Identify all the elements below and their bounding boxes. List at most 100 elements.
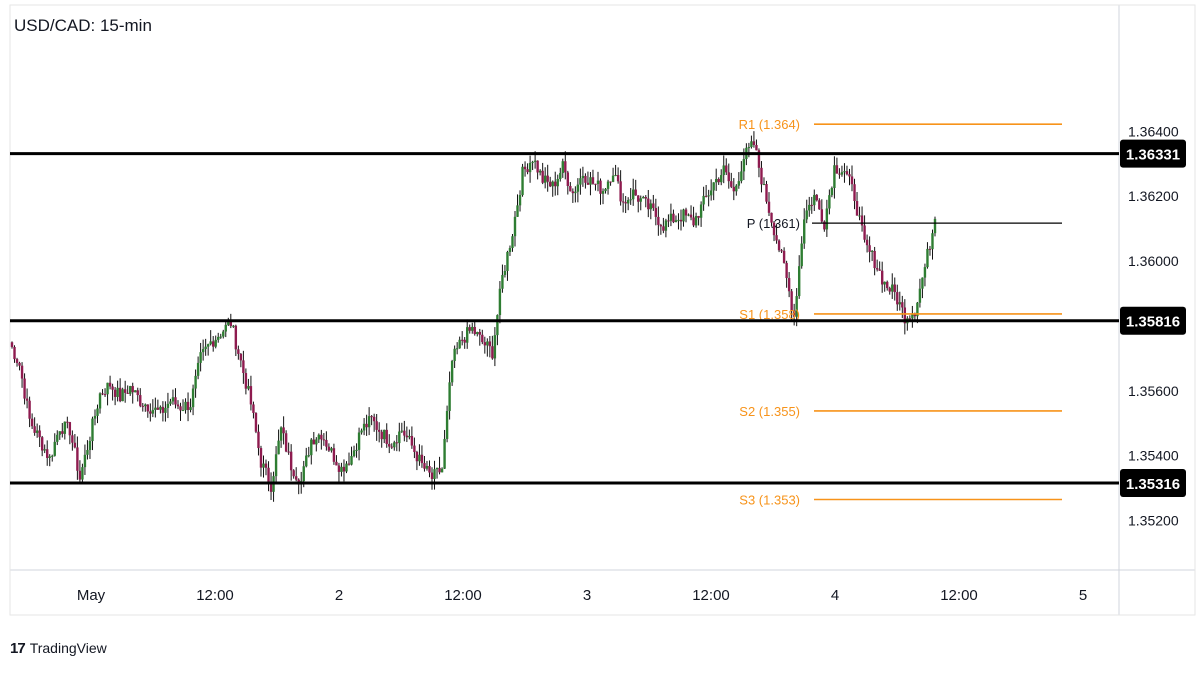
- candle-down: [868, 245, 871, 252]
- candle-up: [227, 321, 230, 325]
- candle-down: [767, 201, 771, 213]
- candle-up: [750, 141, 753, 148]
- candle-down: [616, 174, 620, 182]
- candle-down: [239, 353, 243, 361]
- candle-down: [637, 195, 640, 202]
- candle-down: [704, 195, 708, 197]
- candle-down: [755, 144, 758, 151]
- candle-up: [579, 178, 582, 185]
- candle-down: [284, 433, 288, 452]
- candle-up: [219, 336, 222, 338]
- candle-up: [35, 430, 39, 433]
- candle-down: [481, 334, 484, 343]
- candle-up: [921, 277, 924, 289]
- candle-up: [503, 270, 507, 275]
- candle-down: [405, 435, 409, 438]
- candle-up: [134, 390, 137, 393]
- candle-up: [674, 220, 678, 223]
- candle-up: [106, 382, 109, 395]
- candle-up: [870, 250, 874, 252]
- candle-up: [589, 177, 592, 185]
- candle-down: [523, 166, 527, 170]
- tradingview-logo-text: TradingView: [29, 640, 107, 656]
- tradingview-logo[interactable]: 17 TradingView: [10, 636, 107, 660]
- candle-down: [823, 221, 826, 230]
- candle-down: [20, 365, 24, 379]
- candle-down: [325, 439, 328, 447]
- candle-up: [858, 215, 861, 217]
- candle-down: [863, 225, 866, 240]
- price-level-tag-label: 1.36331: [1126, 147, 1180, 164]
- candle-up: [926, 248, 929, 268]
- candle-down: [287, 451, 290, 453]
- candle-up: [531, 161, 534, 163]
- candle-up: [559, 173, 562, 179]
- candle-down: [835, 165, 839, 174]
- candle-down: [536, 160, 539, 173]
- candle-down: [659, 224, 663, 227]
- candle-up: [747, 147, 751, 149]
- candle-up: [209, 341, 212, 345]
- pivot-level-label: R1 (1.364): [739, 117, 800, 132]
- candle-up: [98, 393, 102, 409]
- candle-down: [18, 362, 21, 366]
- candle-down: [242, 360, 245, 374]
- candle-up: [433, 469, 436, 480]
- candle-down: [211, 341, 215, 347]
- candle-up: [199, 352, 202, 363]
- candle-up: [916, 302, 919, 317]
- candle-down: [28, 400, 31, 419]
- candle-down: [896, 292, 899, 305]
- candle-down: [413, 445, 416, 452]
- candle-up: [201, 349, 205, 353]
- candle-down: [888, 288, 891, 292]
- price-tick-label: 1.36400: [1128, 123, 1179, 139]
- candle-down: [488, 341, 492, 347]
- candle-down: [727, 172, 730, 182]
- candle-up: [506, 251, 509, 271]
- candle-down: [365, 423, 368, 428]
- candle-up: [551, 181, 554, 187]
- candle-down: [845, 171, 849, 175]
- candle-up: [232, 325, 235, 327]
- candle-down: [61, 431, 64, 434]
- candle-up: [918, 288, 922, 303]
- candle-down: [609, 181, 612, 183]
- candle-down: [375, 421, 378, 430]
- candle-down: [546, 175, 549, 182]
- candle-up: [513, 216, 517, 237]
- candle-up: [222, 331, 225, 337]
- candle-down: [483, 342, 487, 346]
- candle-up: [687, 214, 690, 216]
- candle-down: [78, 470, 82, 480]
- candle-down: [289, 451, 293, 471]
- candle-up: [184, 401, 187, 411]
- candle-down: [101, 393, 104, 395]
- candle-down: [865, 239, 869, 246]
- candle-down: [790, 291, 793, 311]
- candle-up: [445, 410, 449, 439]
- candle-down: [730, 181, 733, 187]
- candle-up: [614, 174, 617, 176]
- candle-up: [151, 409, 155, 414]
- candle-down: [111, 386, 114, 390]
- candle-up: [81, 467, 84, 480]
- candle-up: [191, 388, 195, 408]
- candle-down: [234, 325, 238, 350]
- candle-up: [803, 219, 806, 244]
- horizontal-levels-layer: 1.36331 1.35816 1.35316: [10, 139, 1186, 497]
- candle-up: [164, 407, 167, 413]
- candle-up: [825, 208, 829, 230]
- candle-down: [415, 451, 419, 462]
- candle-down: [765, 184, 768, 202]
- candle-up: [360, 430, 363, 433]
- candle-up: [742, 159, 746, 172]
- candle-down: [679, 219, 683, 222]
- candle-down: [259, 448, 263, 468]
- candle-up: [797, 266, 801, 297]
- candle-up: [576, 184, 580, 192]
- candle-down: [594, 183, 597, 185]
- candle-down: [335, 461, 338, 466]
- candle-down: [156, 407, 160, 410]
- candle-up: [458, 339, 461, 349]
